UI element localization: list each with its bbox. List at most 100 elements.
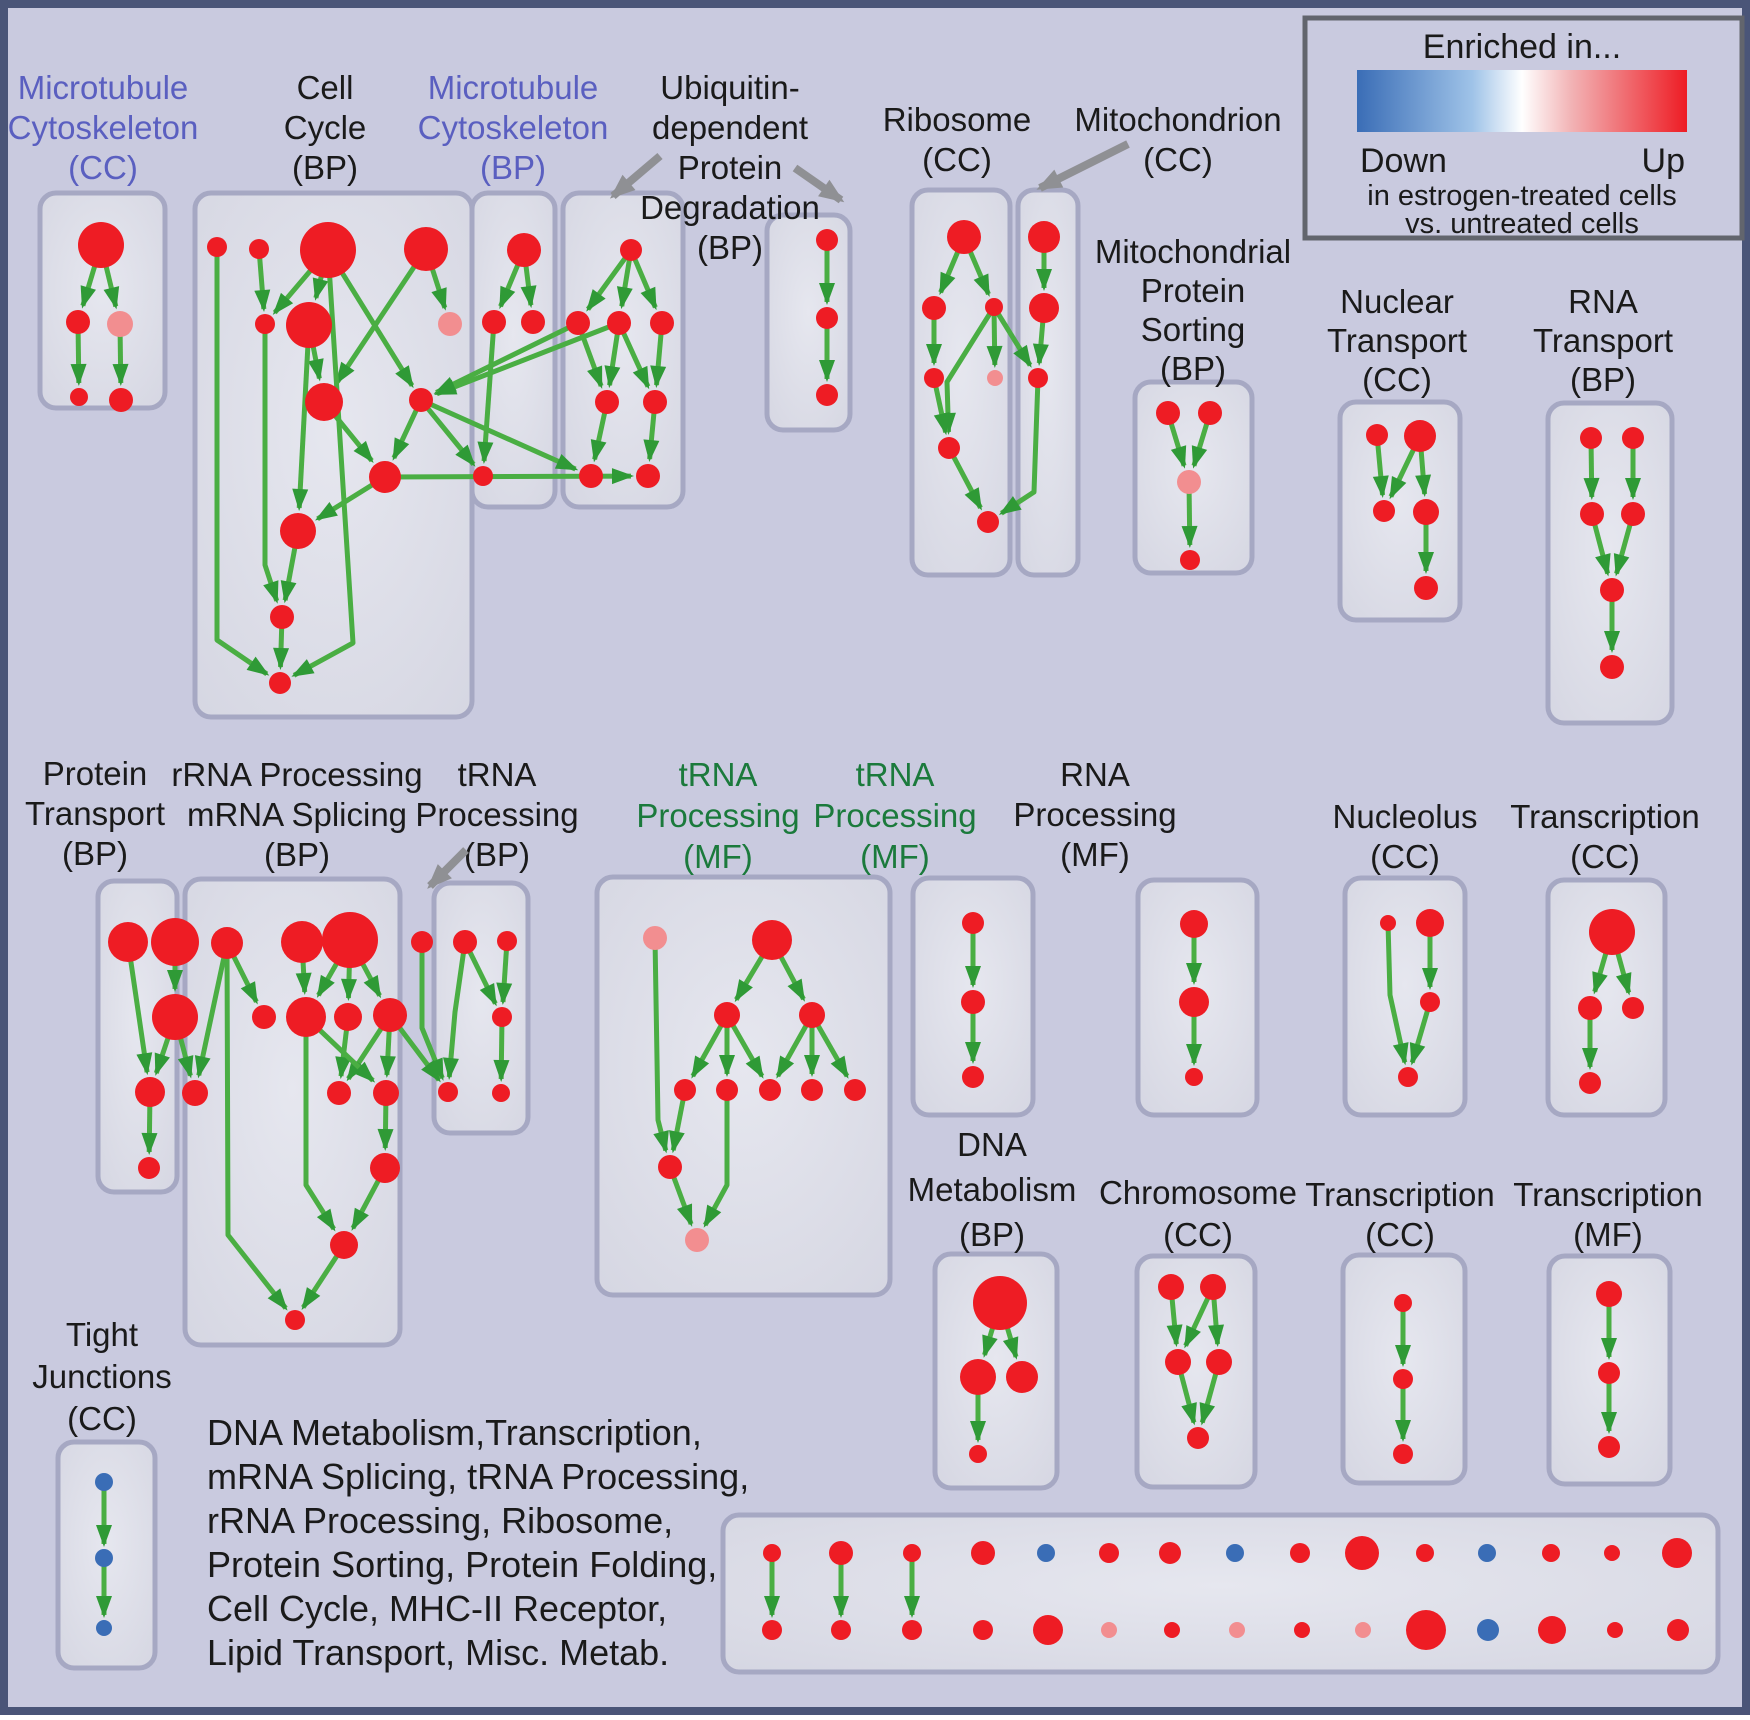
cluster-label-trna-processing-mf-1-line-2: (MF) [683, 838, 753, 875]
misc-text-block: DNA Metabolism,Transcription,mRNA Splici… [207, 1412, 749, 1673]
go-term-node-v3 [816, 384, 838, 406]
go-term-node-k4 [799, 1002, 825, 1028]
network-nodes [66, 220, 1692, 1650]
go-term-node-u1 [620, 239, 642, 261]
go-term-node-w5 [1600, 578, 1624, 602]
cluster-label-nuclear-transport-line-2: (CC) [1362, 361, 1432, 398]
edge-k1-to-k10 [652, 937, 669, 1154]
go-term-node-g2 [281, 921, 323, 963]
go-term-node-x3 [1420, 992, 1440, 1012]
edge-r6-to-r7 [946, 446, 983, 511]
go-term-node-z3 [1393, 1444, 1413, 1464]
edge-n4-to-n8 [335, 247, 429, 385]
misc-text-line-3: Protein Sorting, Protein Folding, [207, 1544, 717, 1585]
cluster-label-trna-processing-mf-1-line-0: tRNA [679, 756, 758, 793]
go-term-node-m3 [521, 310, 545, 334]
go-term-node-e14b [1607, 1622, 1623, 1638]
go-term-node-h5 [492, 1084, 510, 1102]
go-term-node-k8 [801, 1079, 823, 1101]
cluster-label-transcription-cc-top-line-0: Transcription [1510, 798, 1700, 835]
cluster-label-mitochondrial-protein-sorting-line-1: Protein [1141, 272, 1246, 309]
go-term-node-h2 [497, 931, 517, 951]
go-term-node-u7 [579, 464, 603, 488]
cluster-label-ribosome-cc-line-0: Ribosome [883, 101, 1032, 138]
go-term-node-v2 [816, 307, 838, 329]
cluster-label-protein-transport-line-0: Protein [43, 755, 148, 792]
edge-m2-to-m4 [477, 321, 497, 465]
cluster-label-transcription-cc-bottom-line-0: Transcription [1305, 1176, 1495, 1213]
legend: Enriched in... Down Up in estrogen-treat… [1302, 15, 1745, 241]
go-term-node-e4b [973, 1620, 993, 1640]
arrow-to-trna-bp-box [427, 847, 469, 889]
go-term-node-n10 [369, 461, 401, 493]
go-term-node-p5 [182, 1080, 208, 1106]
cluster-box-nucleolus-cc [1342, 875, 1468, 1118]
cluster-label-trna-processing-mf-2-line-2: (MF) [860, 838, 930, 875]
go-term-node-r5 [987, 370, 1003, 386]
go-term-node-u8 [636, 464, 660, 488]
go-term-node-o1 [1180, 910, 1208, 938]
go-term-node-k11 [685, 1228, 709, 1252]
cluster-label-microtubule-bp-line-0: Microtubule [428, 69, 599, 106]
go-term-node-v1 [816, 229, 838, 251]
arrow-to-ubiquitin-box2 [792, 164, 845, 204]
cluster-label-nucleolus-cc-line-0: Nucleolus [1333, 798, 1478, 835]
go-term-node-r7 [977, 511, 999, 533]
edge-h1-to-h4 [442, 941, 468, 1081]
edge-r3-to-r5 [986, 306, 1003, 369]
cluster-box-ubiquitin-degradation-1 [560, 190, 686, 510]
cluster-label-microtubule-cc-line-2: (CC) [68, 149, 138, 186]
go-term-node-e3b [902, 1620, 922, 1640]
go-term-node-o2 [1179, 987, 1209, 1017]
go-term-node-g9 [327, 1081, 351, 1105]
go-term-node-e12a [1478, 1544, 1496, 1562]
edge-u1-to-u2 [585, 248, 634, 312]
go-term-node-g13 [285, 1310, 305, 1330]
go-term-node-u6 [643, 390, 667, 414]
cluster-label-nucleolus-cc-line-1: (CC) [1370, 838, 1440, 875]
cluster-label-mitochondrial-protein-sorting-line-3: (BP) [1160, 350, 1226, 387]
edge-g6-to-g12 [303, 1017, 336, 1232]
go-term-node-g11 [370, 1153, 400, 1183]
go-term-node-y2 [1578, 996, 1602, 1020]
cluster-label-ubiquitin-degradation-1-line-3: Degradation [640, 189, 820, 226]
cluster-label-ubiquitin-degradation-1-line-1: dependent [652, 109, 808, 146]
legend-title: Enriched in... [1423, 28, 1621, 66]
cluster-label-trna-processing-mf-1-line-1: Processing [636, 797, 799, 834]
go-term-node-h4 [438, 1082, 458, 1102]
go-term-node-e6b [1101, 1622, 1117, 1638]
go-term-node-p6 [138, 1157, 160, 1179]
go-term-node-y3 [1622, 997, 1644, 1019]
go-term-node-a1 [78, 222, 124, 268]
cluster-label-trna-processing-mf-2-line-0: tRNA [856, 756, 935, 793]
go-term-node-n2 [249, 239, 269, 259]
go-term-node-c2 [1200, 1274, 1226, 1300]
go-term-node-c1 [1158, 1274, 1184, 1300]
go-term-node-w4 [1621, 502, 1645, 526]
go-term-node-q1 [1028, 221, 1060, 253]
cluster-label-ubiquitin-degradation-1-line-4: (BP) [697, 229, 763, 266]
go-term-node-e8b [1229, 1622, 1245, 1638]
legend-gradient-bar [1357, 70, 1687, 132]
cluster-label-rna-processing-mf-line-2: (MF) [1060, 836, 1130, 873]
cluster-label-protein-transport-line-2: (BP) [62, 835, 128, 872]
cluster-label-cell-cycle-line-2: (BP) [292, 149, 358, 186]
edge-n2-to-n5 [254, 248, 271, 313]
edge-n9-to-m4 [419, 398, 476, 467]
go-term-node-q3 [1028, 368, 1048, 388]
cluster-label-trna-processing-bp-line-2: (BP) [464, 836, 530, 873]
go-term-node-w3 [1580, 502, 1604, 526]
go-term-node-e7a [1159, 1542, 1181, 1564]
go-term-node-c4 [1206, 1349, 1232, 1375]
cluster-label-chromosome-cc-line-0: Chromosome [1099, 1174, 1297, 1211]
legend-down-label: Down [1360, 142, 1447, 180]
cluster-label-mitochondrial-protein-sorting-line-0: Mitochondrial [1095, 233, 1291, 270]
misc-text-line-2: rRNA Processing, Ribosome, [207, 1500, 673, 1541]
go-term-node-e7b [1164, 1622, 1180, 1638]
go-term-node-a2 [66, 310, 90, 334]
go-term-node-z2 [1393, 1369, 1413, 1389]
go-term-node-n13 [269, 672, 291, 694]
go-term-node-y1 [1589, 909, 1635, 955]
